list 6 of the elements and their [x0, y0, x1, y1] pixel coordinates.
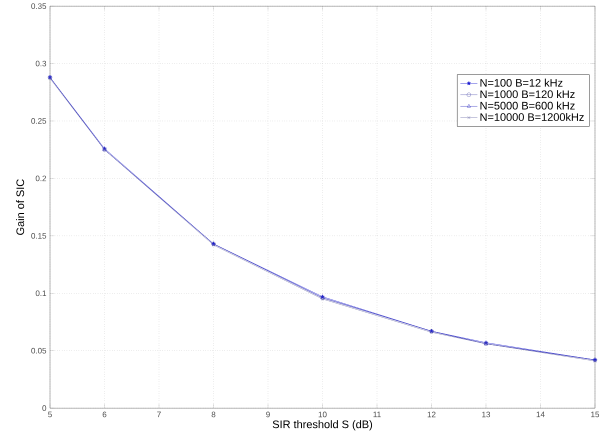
legend-label: N=5000 B=600 kHz — [480, 101, 575, 110]
y-axis-title: Gain of SIC — [16, 179, 24, 235]
legend-label: N=10000 B=1200kHz — [480, 112, 584, 121]
x-axis-title: SIR threshold S (dB) — [272, 420, 372, 430]
legend-label: N=100 B=12 kHz — [480, 78, 562, 87]
legend-label: N=1000 B=120 kHz — [480, 90, 575, 98]
